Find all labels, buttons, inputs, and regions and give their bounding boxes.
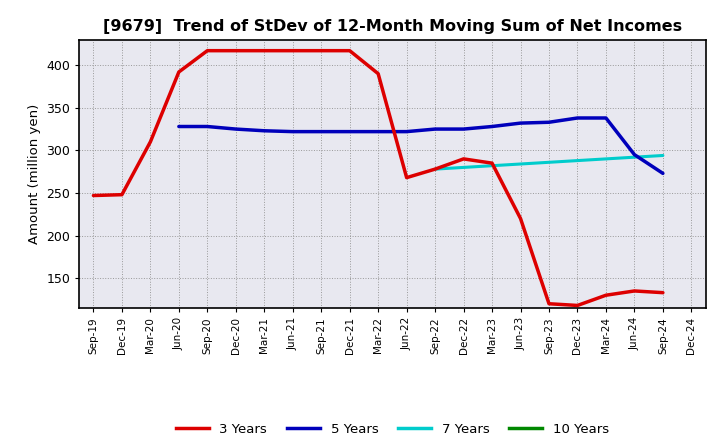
Title: [9679]  Trend of StDev of 12-Month Moving Sum of Net Incomes: [9679] Trend of StDev of 12-Month Moving… [103,19,682,34]
Y-axis label: Amount (million yen): Amount (million yen) [28,104,41,244]
Legend: 3 Years, 5 Years, 7 Years, 10 Years: 3 Years, 5 Years, 7 Years, 10 Years [171,418,614,440]
